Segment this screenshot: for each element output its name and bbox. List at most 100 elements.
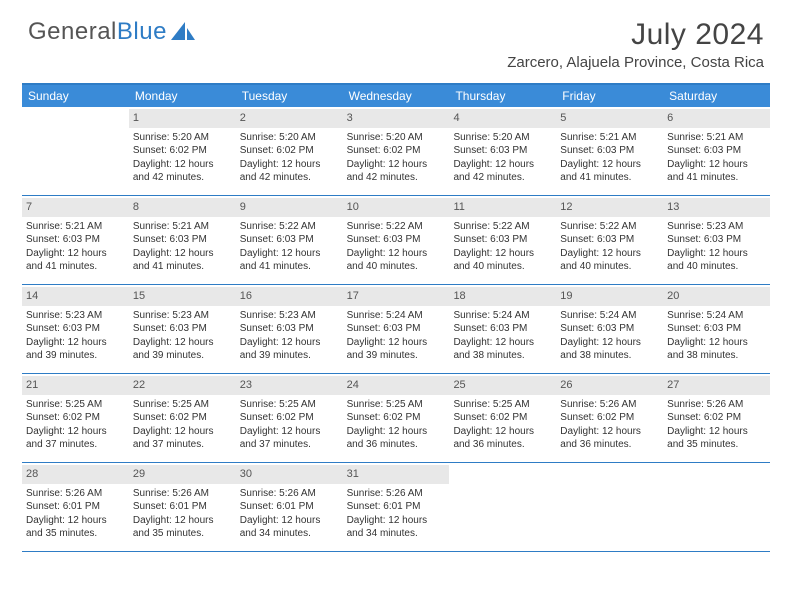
daylight-text: Daylight: 12 hours and 35 minutes. bbox=[133, 514, 232, 541]
sunrise-text: Sunrise: 5:26 AM bbox=[560, 398, 659, 412]
day-number: 30 bbox=[236, 465, 343, 484]
week-row: 28Sunrise: 5:26 AMSunset: 6:01 PMDayligh… bbox=[22, 463, 770, 552]
day-cell: 6Sunrise: 5:21 AMSunset: 6:03 PMDaylight… bbox=[663, 107, 770, 195]
sunset-text: Sunset: 6:03 PM bbox=[667, 322, 766, 336]
day-cell: 21Sunrise: 5:25 AMSunset: 6:02 PMDayligh… bbox=[22, 374, 129, 462]
sunrise-text: Sunrise: 5:21 AM bbox=[26, 220, 125, 234]
day-number: 28 bbox=[22, 465, 129, 484]
daylight-text: Daylight: 12 hours and 35 minutes. bbox=[26, 514, 125, 541]
day-cell bbox=[556, 463, 663, 551]
day-cell: 4Sunrise: 5:20 AMSunset: 6:03 PMDaylight… bbox=[449, 107, 556, 195]
sunrise-text: Sunrise: 5:26 AM bbox=[347, 487, 446, 501]
daylight-text: Daylight: 12 hours and 39 minutes. bbox=[240, 336, 339, 363]
sunset-text: Sunset: 6:03 PM bbox=[26, 322, 125, 336]
day-number: 24 bbox=[343, 376, 450, 395]
sunset-text: Sunset: 6:02 PM bbox=[240, 144, 339, 158]
day-number: 13 bbox=[663, 198, 770, 217]
day-cell: 26 Sunrise: 5:26 AMSunset: 6:02 PMDayligh… bbox=[556, 374, 663, 462]
day-number: 21 bbox=[22, 376, 129, 395]
sunset-text: Sunset: 6:03 PM bbox=[667, 144, 766, 158]
daylight-text: Daylight: 12 hours and 38 minutes. bbox=[667, 336, 766, 363]
daylight-text: Daylight: 12 hours and 41 minutes. bbox=[240, 247, 339, 274]
day-number: 6 bbox=[663, 109, 770, 128]
daylight-text: Daylight: 12 hours and 38 minutes. bbox=[560, 336, 659, 363]
daylight-text: Daylight: 12 hours and 36 minutes. bbox=[560, 425, 659, 452]
daylight-text: Daylight: 12 hours and 36 minutes. bbox=[453, 425, 552, 452]
day-number: 26 bbox=[556, 376, 663, 395]
day-number: 27 bbox=[663, 376, 770, 395]
sunset-text: Sunset: 6:01 PM bbox=[26, 500, 125, 514]
title-block: July 2024 Zarcero, Alajuela Province, Co… bbox=[507, 18, 764, 71]
day-cell: 24Sunrise: 5:25 AMSunset: 6:02 PMDayligh… bbox=[343, 374, 450, 462]
sunset-text: Sunset: 6:03 PM bbox=[560, 144, 659, 158]
day-number: 22 bbox=[129, 376, 236, 395]
sunrise-text: Sunrise: 5:25 AM bbox=[240, 398, 339, 412]
day-cell: 17Sunrise: 5:24 AMSunset: 6:03 PMDayligh… bbox=[343, 285, 450, 373]
sunset-text: Sunset: 6:02 PM bbox=[453, 411, 552, 425]
day-number: 29 bbox=[129, 465, 236, 484]
sunrise-text: Sunrise: 5:26 AM bbox=[667, 398, 766, 412]
sunrise-text: Sunrise: 5:22 AM bbox=[240, 220, 339, 234]
sunset-text: Sunset: 6:01 PM bbox=[133, 500, 232, 514]
week-row: 21Sunrise: 5:25 AMSunset: 6:02 PMDayligh… bbox=[22, 374, 770, 463]
daylight-text: Daylight: 12 hours and 42 minutes. bbox=[133, 158, 232, 185]
sunrise-text: Sunrise: 5:21 AM bbox=[667, 131, 766, 145]
daylight-text: Daylight: 12 hours and 36 minutes. bbox=[347, 425, 446, 452]
sunrise-text: Sunrise: 5:25 AM bbox=[453, 398, 552, 412]
day-cell bbox=[663, 463, 770, 551]
sunset-text: Sunset: 6:03 PM bbox=[560, 322, 659, 336]
sunset-text: Sunset: 6:01 PM bbox=[347, 500, 446, 514]
daylight-text: Daylight: 12 hours and 42 minutes. bbox=[347, 158, 446, 185]
day-number: 31 bbox=[343, 465, 450, 484]
sunrise-text: Sunrise: 5:23 AM bbox=[133, 309, 232, 323]
sunrise-text: Sunrise: 5:24 AM bbox=[453, 309, 552, 323]
month-title: July 2024 bbox=[507, 18, 764, 52]
sunrise-text: Sunrise: 5:21 AM bbox=[560, 131, 659, 145]
day-cell: 18Sunrise: 5:24 AMSunset: 6:03 PMDayligh… bbox=[449, 285, 556, 373]
sunset-text: Sunset: 6:02 PM bbox=[133, 411, 232, 425]
sunrise-text: Sunrise: 5:26 AM bbox=[133, 487, 232, 501]
daylight-text: Daylight: 12 hours and 39 minutes. bbox=[347, 336, 446, 363]
sunset-text: Sunset: 6:02 PM bbox=[240, 411, 339, 425]
sunset-text: Sunset: 6:03 PM bbox=[560, 233, 659, 247]
day-number: 25 bbox=[449, 376, 556, 395]
sunset-text: Sunset: 6:02 PM bbox=[560, 411, 659, 425]
day-cell: 7Sunrise: 5:21 AMSunset: 6:03 PMDaylight… bbox=[22, 196, 129, 284]
day-cell bbox=[449, 463, 556, 551]
daylight-text: Daylight: 12 hours and 40 minutes. bbox=[560, 247, 659, 274]
sunrise-text: Sunrise: 5:24 AM bbox=[667, 309, 766, 323]
daylight-text: Daylight: 12 hours and 42 minutes. bbox=[453, 158, 552, 185]
day-cell: 22Sunrise: 5:25 AMSunset: 6:02 PMDayligh… bbox=[129, 374, 236, 462]
week-row: 7Sunrise: 5:21 AMSunset: 6:03 PMDaylight… bbox=[22, 196, 770, 285]
day-number: 5 bbox=[556, 109, 663, 128]
day-number: 4 bbox=[449, 109, 556, 128]
daylight-text: Daylight: 12 hours and 40 minutes. bbox=[453, 247, 552, 274]
day-cell: 31Sunrise: 5:26 AMSunset: 6:01 PMDayligh… bbox=[343, 463, 450, 551]
day-header: Sunday bbox=[22, 85, 129, 107]
daylight-text: Daylight: 12 hours and 41 minutes. bbox=[133, 247, 232, 274]
sunrise-text: Sunrise: 5:20 AM bbox=[347, 131, 446, 145]
sunrise-text: Sunrise: 5:24 AM bbox=[347, 309, 446, 323]
day-cell: 11Sunrise: 5:22 AMSunset: 6:03 PMDayligh… bbox=[449, 196, 556, 284]
sunset-text: Sunset: 6:03 PM bbox=[453, 144, 552, 158]
daylight-text: Daylight: 12 hours and 42 minutes. bbox=[240, 158, 339, 185]
day-cell: 29 Sunrise: 5:26 AMSunset: 6:01 PMDayligh… bbox=[129, 463, 236, 551]
sunrise-text: Sunrise: 5:21 AM bbox=[133, 220, 232, 234]
day-number: 16 bbox=[236, 287, 343, 306]
daylight-text: Daylight: 12 hours and 39 minutes. bbox=[26, 336, 125, 363]
day-cell: 28 Sunrise: 5:26 AMSunset: 6:01 PMDayligh… bbox=[22, 463, 129, 551]
sunset-text: Sunset: 6:03 PM bbox=[240, 322, 339, 336]
day-cell: 27Sunrise: 5:26 AMSunset: 6:02 PMDayligh… bbox=[663, 374, 770, 462]
day-header: Saturday bbox=[663, 85, 770, 107]
logo-text-blue: Blue bbox=[117, 18, 167, 46]
sunrise-text: Sunrise: 5:23 AM bbox=[667, 220, 766, 234]
sunset-text: Sunset: 6:03 PM bbox=[667, 233, 766, 247]
sunset-text: Sunset: 6:02 PM bbox=[347, 411, 446, 425]
day-cell bbox=[22, 107, 129, 195]
day-cell: 2Sunrise: 5:20 AMSunset: 6:02 PMDaylight… bbox=[236, 107, 343, 195]
sunrise-text: Sunrise: 5:20 AM bbox=[240, 131, 339, 145]
sunrise-text: Sunrise: 5:20 AM bbox=[133, 131, 232, 145]
sunset-text: Sunset: 6:03 PM bbox=[347, 233, 446, 247]
sunrise-text: Sunrise: 5:26 AM bbox=[26, 487, 125, 501]
sunset-text: Sunset: 6:03 PM bbox=[26, 233, 125, 247]
